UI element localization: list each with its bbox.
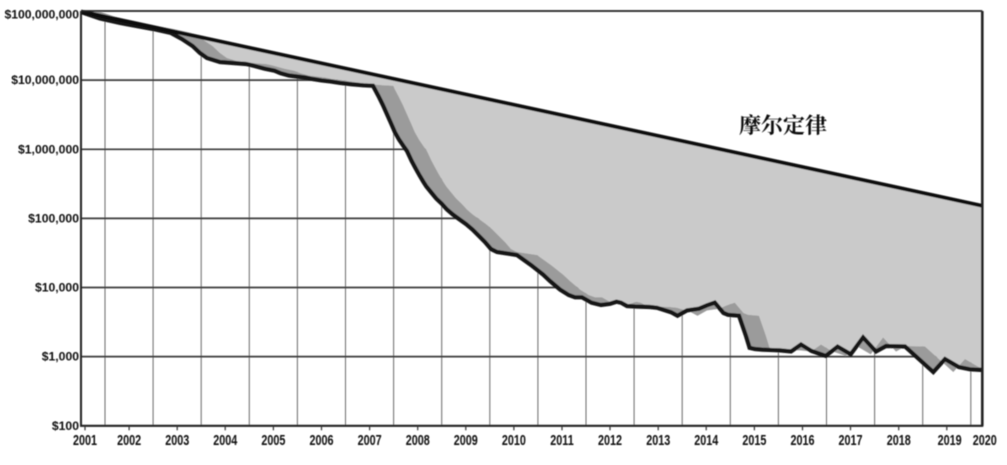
svg-text:$1,000,000: $1,000,000 <box>18 142 79 156</box>
svg-text:2018: 2018 <box>887 431 911 448</box>
svg-text:2002: 2002 <box>117 431 141 448</box>
svg-text:2012: 2012 <box>598 431 622 448</box>
svg-text:$100: $100 <box>52 419 79 433</box>
svg-text:2005: 2005 <box>261 431 285 448</box>
svg-text:2014: 2014 <box>694 431 719 448</box>
svg-text:$100,000: $100,000 <box>28 211 79 225</box>
svg-text:2013: 2013 <box>646 431 670 448</box>
svg-text:2020: 2020 <box>973 431 997 448</box>
svg-text:2006: 2006 <box>310 431 334 448</box>
svg-text:2001: 2001 <box>73 431 97 448</box>
svg-text:2010: 2010 <box>502 431 526 448</box>
svg-text:2016: 2016 <box>791 431 815 448</box>
svg-text:2011: 2011 <box>550 431 573 448</box>
svg-text:2015: 2015 <box>742 431 766 448</box>
svg-text:2004: 2004 <box>213 431 238 448</box>
svg-text:2009: 2009 <box>454 431 478 448</box>
svg-text:$100,000,000: $100,000,000 <box>4 8 79 22</box>
svg-text:$1,000: $1,000 <box>42 350 79 364</box>
svg-text:2007: 2007 <box>358 431 382 448</box>
svg-text:2017: 2017 <box>839 431 863 448</box>
svg-text:$10,000,000: $10,000,000 <box>11 73 79 87</box>
svg-text:2008: 2008 <box>406 431 430 448</box>
svg-text:2019: 2019 <box>938 431 962 448</box>
svg-text:2003: 2003 <box>165 431 189 448</box>
svg-text:$10,000: $10,000 <box>35 281 79 295</box>
